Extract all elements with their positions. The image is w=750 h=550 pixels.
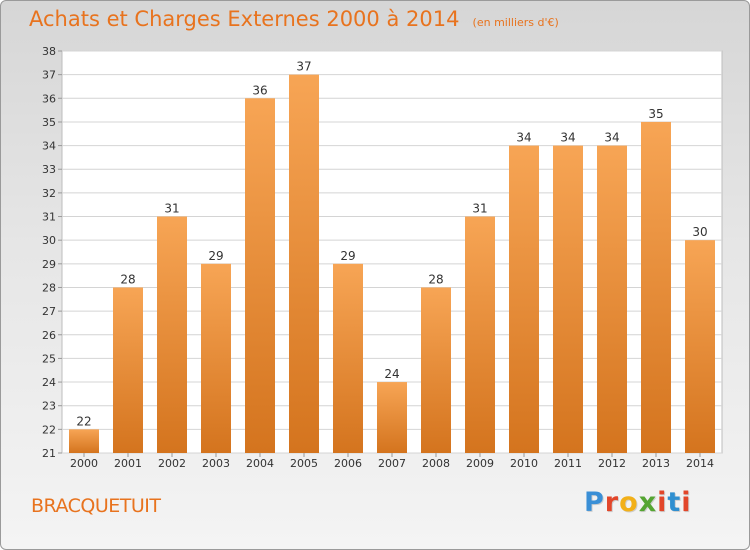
y-tick-label: 30 [42,234,56,247]
y-tick-label: 24 [42,376,56,389]
bar [509,145,539,453]
y-tick-label: 21 [42,447,56,460]
bar-value-label: 30 [692,225,707,239]
y-tick-label: 26 [42,329,56,342]
logo-letter: x [638,487,658,518]
bar [157,216,187,453]
x-tick-label: 2012 [598,457,626,470]
x-tick-label: 2011 [554,457,582,470]
x-tick-label: 2010 [510,457,538,470]
x-tick-label: 2000 [70,457,98,470]
chart-subtitle: (en milliers d'€) [472,16,559,29]
bar [377,382,407,453]
x-tick-label: 2002 [158,457,186,470]
y-tick-label: 23 [42,400,56,413]
bar [685,240,715,453]
y-tick-label: 31 [42,211,56,224]
x-axis-ticks: 2000 2001 2002 2003 2004 2005 2006 2007 2008 2009… [70,453,714,470]
bar [597,145,627,453]
bar [289,74,319,453]
bar-value-label: 28 [428,272,443,286]
bars [69,74,715,454]
y-axis-ticks: 21 22 23 24 25 26 27 28 29 30 31 32 33 34 35 36 37 38 [42,45,62,460]
y-tick-label: 34 [42,140,56,153]
logo-letter: t [667,487,682,518]
x-tick-label: 2008 [422,457,450,470]
y-tick-label: 33 [42,163,56,176]
title-row: Achats et Charges Externes 2000 à 2014 (… [29,7,559,31]
bar [421,287,451,453]
logo-letter: o [619,487,639,518]
logo-letter: i [681,487,692,518]
x-tick-label: 2004 [246,457,274,470]
y-tick-label: 28 [42,281,56,294]
commune-name: BRACQUETUIT [31,495,161,517]
bar [113,287,143,453]
bar [245,98,275,453]
bar [333,263,363,453]
bar-value-label: 29 [208,249,223,263]
bar-value-label: 35 [648,107,663,121]
logo-letter: P [584,487,605,518]
bar-value-label: 34 [604,131,619,145]
y-tick-label: 36 [42,92,56,105]
x-tick-label: 2006 [334,457,362,470]
y-tick-label: 35 [42,116,56,129]
y-tick-label: 29 [42,258,56,271]
data-labels: 22 28 31 29 36 37 29 24 28 31 34 34 34 35 30 [76,60,707,429]
x-tick-label: 2001 [114,457,142,470]
proxiti-logo: Proxiti [584,487,692,518]
logo-letter: r [604,487,620,518]
x-tick-label: 2009 [466,457,494,470]
bar [553,145,583,453]
bar [201,263,231,453]
bar-value-label: 37 [296,60,311,74]
bar-value-label: 36 [252,83,267,97]
y-tick-label: 32 [42,187,56,200]
bar [465,216,495,453]
y-tick-label: 25 [42,352,56,365]
bar-value-label: 34 [516,131,531,145]
bar-value-label: 24 [384,367,399,381]
bar-value-label: 29 [340,249,355,263]
bar-value-label: 34 [560,131,575,145]
y-tick-label: 22 [42,423,56,436]
bar-value-label: 31 [472,202,487,216]
bar [69,429,99,453]
bar-value-label: 31 [164,202,179,216]
bar-value-label: 22 [76,414,91,428]
y-tick-label: 37 [42,69,56,82]
bar-value-label: 28 [120,272,135,286]
y-tick-label: 27 [42,305,56,318]
x-tick-label: 2007 [378,457,406,470]
chart-title: Achats et Charges Externes 2000 à 2014 [29,7,460,31]
bar [641,121,671,454]
logo-letter: i [657,487,668,518]
x-tick-label: 2005 [290,457,318,470]
x-tick-label: 2014 [686,457,714,470]
x-tick-label: 2003 [202,457,230,470]
y-tick-label: 38 [42,45,56,58]
x-tick-label: 2013 [642,457,670,470]
